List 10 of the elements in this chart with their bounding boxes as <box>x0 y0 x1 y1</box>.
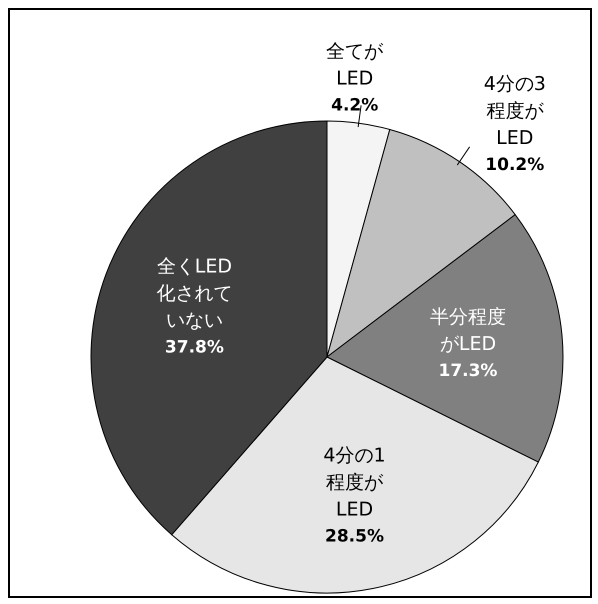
data-label: 28.5% <box>325 526 384 546</box>
data-label: 10.2% <box>485 154 544 175</box>
slice-label: 全てがLED <box>326 40 384 90</box>
data-label: 4.2% <box>331 96 378 116</box>
slice-label: 4分の3程度がLED <box>484 72 546 149</box>
data-label: 17.3% <box>438 360 498 381</box>
slice-label: 4分の1程度がLED <box>323 444 386 520</box>
slice-label: 全くLED化されていない <box>156 256 232 332</box>
slice-label: 半分程度がLED <box>430 306 506 355</box>
data-label: 37.8% <box>164 338 224 358</box>
